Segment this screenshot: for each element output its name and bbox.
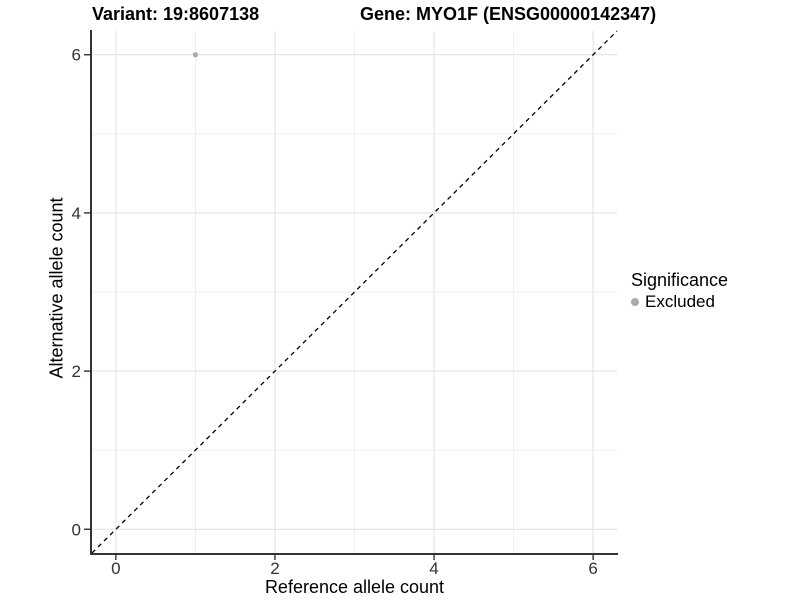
data-point-excluded (192, 52, 199, 58)
x-axis-label: Reference allele count (264, 577, 445, 597)
x-tick-label: 6 (588, 559, 597, 578)
x-tick-label: 4 (429, 559, 438, 578)
legend-items: Excluded (631, 292, 728, 311)
y-tick-label: 6 (72, 46, 81, 65)
legend: Significance Excluded (631, 270, 728, 311)
y-tick-label: 0 (72, 520, 81, 539)
identity-dashed-line (91, 30, 618, 554)
y-axis-label: Alternative allele count (46, 197, 67, 379)
plot-title-variant: Variant: 19:8607138 (92, 4, 260, 24)
x-tick-label: 2 (270, 559, 279, 578)
legend-key-dot-icon (631, 297, 639, 306)
plot-title-gene: Gene: MYO1F (ENSG00000142347) (360, 4, 657, 24)
legend-title: Significance (631, 270, 729, 290)
y-tick-label: 4 (72, 204, 81, 223)
legend-item-label: Excluded (645, 291, 715, 311)
legend-item-excluded: Excluded (631, 292, 728, 311)
y-tick-label: 2 (72, 362, 81, 381)
x-tick-label: 0 (111, 559, 120, 578)
